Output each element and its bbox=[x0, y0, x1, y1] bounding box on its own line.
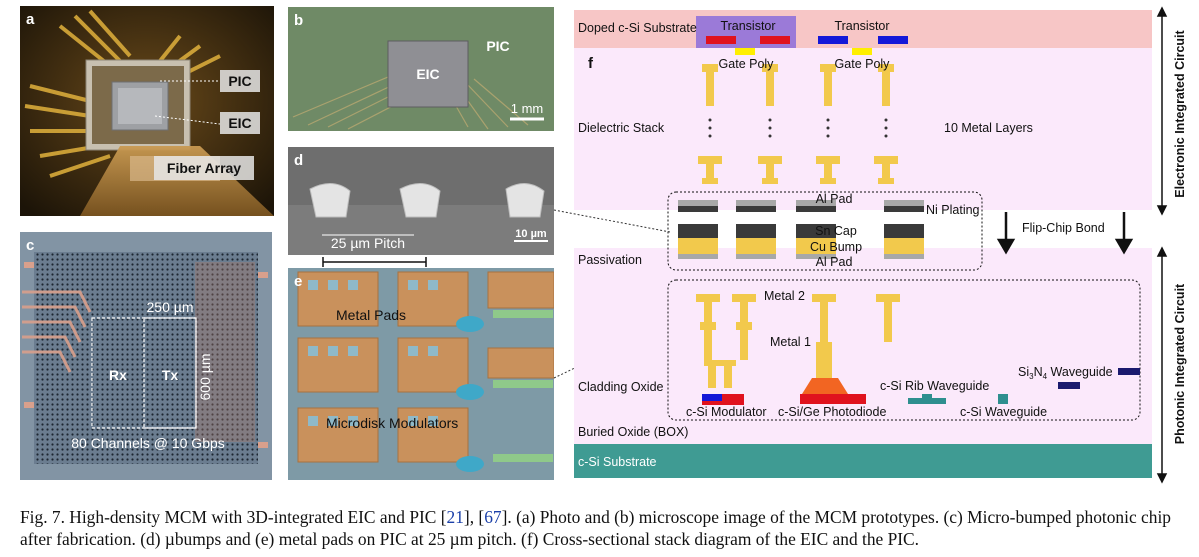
caption-sep: ], [ bbox=[463, 507, 485, 527]
sin-waveguide-1 bbox=[1058, 382, 1080, 389]
panel-b-pic-label: PIC bbox=[486, 38, 509, 54]
c-si-substrate-layer bbox=[574, 444, 1152, 478]
panel-e-image: e Metal Pads Microdisk Modulators bbox=[288, 268, 554, 480]
panel-d-pitch-label: 25 µm Pitch bbox=[331, 235, 405, 251]
panel-c-rx-label: Rx bbox=[109, 367, 127, 383]
panel-c-width-label: 250 µm bbox=[147, 299, 194, 315]
panel-c-bumped-chip: c 250 µm Rx Tx 600 µm 80 Channels @ 10 G… bbox=[20, 232, 272, 480]
panel-c-tx-label: Tx bbox=[162, 367, 179, 383]
label-box: Buried Oxide (BOX) bbox=[578, 425, 688, 439]
panel-d-sem: d 25 µm Pitch 10 µm bbox=[288, 147, 554, 255]
si-waveguide bbox=[998, 394, 1008, 404]
label-transistor-2: Transistor bbox=[834, 19, 889, 33]
label-cu-bump: Cu Bump bbox=[810, 240, 862, 254]
panel-e-metal-pads: e Metal Pads Microdisk Modulators bbox=[288, 268, 554, 480]
flip-chip-arrows bbox=[996, 212, 1134, 255]
eic-dielectric-layer bbox=[574, 48, 1152, 210]
caption-ref-21[interactable]: 21 bbox=[446, 507, 464, 527]
panel-e-modulators-label: Microdisk Modulators bbox=[326, 415, 458, 431]
panel-c-height-label: 600 µm bbox=[197, 354, 213, 401]
panel-a-fiber-label: Fiber Array bbox=[167, 160, 241, 176]
panel-f-label: f bbox=[588, 55, 594, 72]
figure-caption: Fig. 7. High-density MCM with 3D-integra… bbox=[20, 506, 1180, 550]
panel-b-microscope: b EIC PIC 1 mm bbox=[288, 7, 554, 131]
label-rib-waveguide: c-Si Rib Waveguide bbox=[880, 379, 989, 393]
panel-d-image: d 25 µm Pitch 10 µm bbox=[288, 147, 554, 255]
label-al-pad-top: Al Pad bbox=[816, 192, 853, 206]
panel-a-pic-label: PIC bbox=[228, 73, 251, 89]
label-sn-cap: Sn Cap bbox=[815, 224, 857, 238]
caption-rest: ]. (a) Photo and (b) microscope image of… bbox=[20, 507, 1171, 549]
photodiode-base bbox=[800, 394, 866, 404]
photodiode-ge bbox=[802, 378, 848, 394]
panel-d-label: d bbox=[294, 152, 303, 169]
label-ni-plating: Ni Plating bbox=[926, 203, 980, 217]
panel-b-label: b bbox=[294, 12, 303, 29]
caption-lead: Fig. 7. High-density MCM with 3D-integra… bbox=[20, 507, 447, 527]
flip-chip-zoom-box bbox=[667, 191, 983, 271]
caption-ref-67[interactable]: 67 bbox=[484, 507, 502, 527]
panel-b-eic-label: EIC bbox=[416, 66, 439, 82]
label-metal-layers: 10 Metal Layers bbox=[944, 121, 1033, 135]
label-photodiode: c-Si/Ge Photodiode bbox=[778, 405, 886, 419]
bump-stacks bbox=[678, 200, 924, 259]
label-pic-side: Photonic Integrated Circuit bbox=[1173, 283, 1187, 444]
panel-b-scale-label: 1 mm bbox=[511, 101, 544, 116]
label-doped-substrate: Doped c-Si Substrate bbox=[578, 21, 697, 35]
pic-zoom-box bbox=[667, 279, 1141, 421]
panel-f-cross-section: Doped c-Si Substrate Transistor Transist… bbox=[572, 6, 1199, 486]
label-cladding: Cladding Oxide bbox=[578, 380, 664, 394]
label-gate-poly-2: Gate Poly bbox=[835, 57, 891, 71]
label-metal-1: Metal 1 bbox=[770, 335, 811, 349]
panel-b-image: b EIC PIC 1 mm bbox=[288, 7, 554, 131]
label-modulator: c-Si Modulator bbox=[686, 405, 767, 419]
panel-d-scale-label: 10 µm bbox=[515, 228, 547, 240]
doped-substrate-layer bbox=[574, 10, 1152, 48]
panel-a-photo: a PIC EIC Fiber Array bbox=[20, 6, 274, 216]
sin-waveguide-2 bbox=[1118, 368, 1140, 375]
label-eic-side: Electronic Integrated Circuit bbox=[1173, 29, 1187, 197]
panel-a-eic-label: EIC bbox=[228, 115, 251, 131]
label-dielectric-stack: Dielectric Stack bbox=[578, 121, 665, 135]
pic-cladding-layer bbox=[574, 248, 1152, 444]
panel-f-diagram: Doped c-Si Substrate Transistor Transist… bbox=[574, 6, 1187, 484]
panel-c-image: c 250 µm Rx Tx 600 µm 80 Channels @ 10 G… bbox=[20, 232, 272, 480]
panel-a-label: a bbox=[26, 11, 35, 28]
panel-c-channels-label: 80 Channels @ 10 Gbps bbox=[71, 435, 225, 451]
panel-e-label: e bbox=[294, 273, 302, 290]
label-gate-poly-1: Gate Poly bbox=[719, 57, 775, 71]
panel-a-image: a PIC EIC Fiber Array bbox=[20, 6, 274, 216]
label-sin-waveguide: Si3N4 Waveguide bbox=[1018, 365, 1113, 381]
label-al-pad-bottom: Al Pad bbox=[816, 255, 853, 269]
pitch-ruler bbox=[322, 257, 427, 267]
panel-c-label: c bbox=[26, 237, 34, 254]
label-metal-2: Metal 2 bbox=[764, 289, 805, 303]
label-si-waveguide: c-Si Waveguide bbox=[960, 405, 1047, 419]
label-flip-chip: Flip-Chip Bond bbox=[1022, 221, 1105, 235]
rib-waveguide bbox=[908, 394, 946, 404]
label-passivation: Passivation bbox=[578, 253, 642, 267]
label-transistor-1: Transistor bbox=[720, 19, 775, 33]
panel-e-pads-label: Metal Pads bbox=[336, 307, 406, 323]
label-substrate: c-Si Substrate bbox=[578, 455, 657, 469]
